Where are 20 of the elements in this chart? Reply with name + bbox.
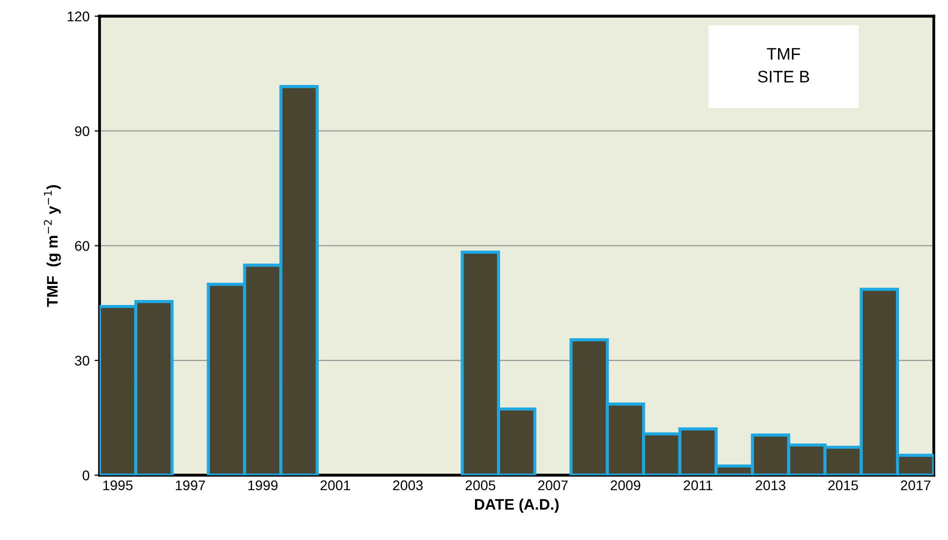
x-tick-label: 2001 [320,480,350,490]
x-tick-label: 2013 [756,480,786,490]
y-tick-label: 60 [75,241,90,251]
x-tick-label: 2005 [466,480,496,490]
x-tick-label: 2007 [538,480,568,490]
y-tick-label: 30 [74,356,90,366]
x-tick-label: 2009 [610,480,640,490]
y-axis-title: TMF (g m$^{−2}$ y$^{−1}$) [44,185,61,307]
x-axis-title: DATE (A.D.) [474,498,559,513]
y-tick-label: 0 [82,470,90,480]
x-tick-label: 2003 [393,480,423,490]
x-tick-label: 2017 [900,480,930,490]
y-tick-label: 90 [75,126,90,136]
x-tick-label: 1995 [103,480,133,490]
x-tick-label: 2011 [684,480,712,490]
x-tick-label: 1999 [248,480,278,490]
x-tick-label: 2015 [828,480,858,490]
x-tick-label: 1997 [176,480,205,490]
annotation: TMF SITE B [758,48,810,83]
y-tick-label: 120 [68,12,90,22]
